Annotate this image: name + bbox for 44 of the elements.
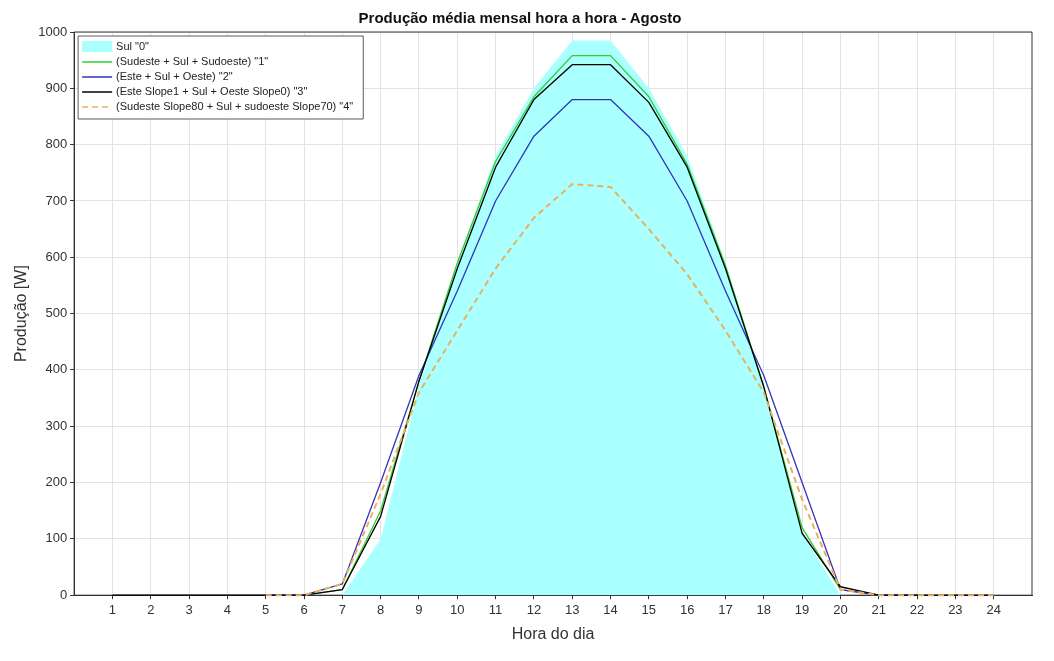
y-tick-label: 300 bbox=[45, 417, 68, 433]
y-tick-label: 800 bbox=[45, 136, 68, 152]
x-tick-label: 15 bbox=[641, 601, 657, 617]
x-tick-label: 17 bbox=[718, 601, 733, 617]
x-tick-label: 19 bbox=[794, 601, 810, 617]
x-tick-label: 1 bbox=[108, 601, 117, 617]
x-tick-label: 13 bbox=[564, 601, 580, 617]
x-tick-label: 6 bbox=[300, 601, 308, 617]
legend-label: (Sudeste Slope80 + Sul + sudoeste Slope70) "4" bbox=[116, 100, 354, 113]
y-tick-label: 400 bbox=[45, 361, 68, 377]
x-tick-label: 16 bbox=[679, 601, 695, 617]
x-tick-label: 3 bbox=[185, 601, 193, 617]
y-tick-label: 900 bbox=[45, 79, 68, 95]
x-tick-label: 2 bbox=[147, 601, 155, 617]
x-tick-label: 24 bbox=[986, 601, 1001, 617]
x-tick-label: 22 bbox=[909, 601, 925, 617]
y-tick-label: 700 bbox=[45, 192, 68, 208]
y-axis-title: Produção [W] bbox=[12, 265, 30, 363]
y-tick-label: 200 bbox=[45, 474, 68, 490]
y-tick-label: 600 bbox=[45, 248, 68, 264]
legend-label: Sul "0" bbox=[116, 40, 150, 53]
legend-label: (Sudeste + Sul + Sudoeste) "1" bbox=[116, 55, 269, 68]
x-tick-label: 5 bbox=[262, 601, 270, 617]
y-tick-label: 1000 bbox=[38, 23, 68, 39]
line-series bbox=[264, 183, 995, 597]
y-tick-label: 100 bbox=[45, 530, 68, 546]
chart-title: Produção média mensal hora a hora - Agosto bbox=[358, 9, 682, 27]
x-tick-label: 14 bbox=[603, 601, 618, 617]
legend-label: (Este Slope1 + Sul + Oeste Slope0) "3" bbox=[116, 85, 308, 98]
y-tick-label: 0 bbox=[59, 586, 68, 602]
x-tick-label: 21 bbox=[871, 601, 886, 617]
legend-label: (Este + Sul + Oeste) "2" bbox=[116, 70, 233, 83]
x-tick-label: 8 bbox=[377, 601, 385, 617]
x-tick-label: 12 bbox=[526, 601, 542, 617]
x-tick-label: 9 bbox=[415, 601, 423, 617]
x-tick-label: 4 bbox=[223, 601, 231, 617]
x-tick-label: 20 bbox=[833, 601, 848, 617]
x-tick-label: 10 bbox=[450, 601, 465, 617]
x-tick-label: 11 bbox=[488, 601, 503, 617]
y-tick-label: 500 bbox=[45, 305, 68, 321]
x-axis-title: Hora do dia bbox=[511, 624, 595, 642]
x-tick-label: 18 bbox=[756, 601, 772, 617]
x-tick-label: 7 bbox=[338, 601, 346, 617]
x-tick-label: 23 bbox=[948, 601, 963, 617]
